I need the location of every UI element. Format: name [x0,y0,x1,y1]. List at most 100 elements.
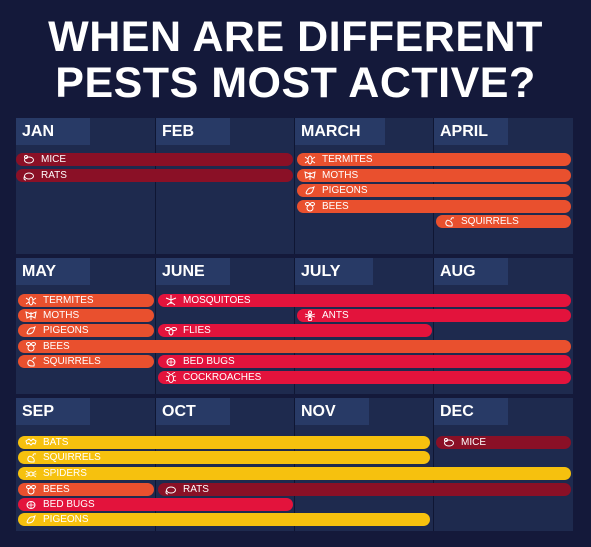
month-cell: AUG [434,258,573,394]
pest-label: MICE [41,154,66,165]
bee-icon [304,201,316,212]
pest-bar: MOSQUITOES [158,294,571,307]
month-cell: DEC [434,398,573,531]
squirrel-icon [443,216,455,227]
pest-label: MICE [461,437,486,448]
calendar-row-2: MAY JUNE JULY AUG TERMITES MOTHS PIGEONS… [16,258,573,394]
pest-bar: PIGEONS [297,184,571,197]
pest-bar: ANTS [297,309,571,322]
mouse-icon [23,154,35,165]
pest-label: SQUIRRELS [461,216,519,227]
mouse-icon [443,437,455,448]
title-line-2: PESTS MOST ACTIVE? [55,59,536,107]
pest-label: RATS [41,170,67,181]
calendar-row-1: JAN FEB MARCH APRIL MICE RATS TERMITES M… [16,118,573,254]
pest-label: BEES [43,341,70,352]
month-label: DEC [434,398,508,425]
pest-label: BED BUGS [183,356,235,367]
fly-icon [165,325,177,336]
squirrel-icon [25,452,37,463]
moth-icon [25,310,37,321]
pest-bar: BED BUGS [158,355,571,368]
pest-bar: PIGEONS [18,513,430,526]
pest-label: TERMITES [322,154,373,165]
pest-bar: SQUIRRELS [18,451,430,464]
pest-label: BED BUGS [43,499,95,510]
pest-bar: SQUIRRELS [436,215,571,228]
pest-label: SQUIRRELS [43,356,101,367]
pest-bar: RATS [158,483,571,496]
bee-icon [25,484,37,495]
rat-icon [23,170,35,181]
month-cell: MARCH [295,118,434,254]
spider-icon [25,468,37,479]
month-label: JULY [295,258,373,285]
pigeon-icon [25,514,37,525]
mosquito-icon [165,295,177,306]
pest-bar: MICE [436,436,571,449]
calendar-row-3: SEP OCT NOV DEC BATS SQUIRRELS SPIDERS B… [16,398,573,531]
month-label: JAN [16,118,90,145]
pest-label: BEES [322,201,349,212]
termite-icon [25,295,37,306]
rat-icon [165,484,177,495]
pest-bar: FLIES [158,324,432,337]
month-label: APRIL [434,118,508,145]
month-cell: MAY [16,258,156,394]
pest-bar: PIGEONS [18,324,154,337]
pest-label: FLIES [183,325,211,336]
bee-icon [25,341,37,352]
month-cell: FEB [156,118,295,254]
bed-bug-icon [25,499,37,510]
pest-label: RATS [183,484,209,495]
pest-bar: SPIDERS [18,467,571,480]
pest-bar: BATS [18,436,430,449]
cockroach-icon [165,372,177,383]
month-label: FEB [156,118,230,145]
pest-bar: TERMITES [297,153,571,166]
pest-label: MOTHS [43,310,80,321]
pest-bar: BEES [18,483,154,496]
pest-bar: MOTHS [18,309,154,322]
pest-bar: TERMITES [18,294,154,307]
pest-bar: BED BUGS [18,498,293,511]
ant-icon [304,310,316,321]
pest-bar: BEES [18,340,571,353]
pest-label: BATS [43,437,69,448]
bed-bug-icon [165,356,177,367]
termite-icon [304,154,316,165]
pigeon-icon [25,325,37,336]
squirrel-icon [25,356,37,367]
pest-bar: BEES [297,200,571,213]
pest-label: ANTS [322,310,349,321]
month-label: NOV [295,398,369,425]
pest-label: PIGEONS [322,185,368,196]
pest-bar: SQUIRRELS [18,355,154,368]
month-label: JUNE [156,258,230,285]
month-label: MAY [16,258,90,285]
moth-icon [304,170,316,181]
pest-label: COCKROACHES [183,372,262,383]
pest-label: MOTHS [322,170,359,181]
month-cell: APRIL [434,118,573,254]
pest-bar: RATS [16,169,293,182]
pest-label: MOSQUITOES [183,295,251,306]
month-cell: JULY [295,258,434,394]
month-label: SEP [16,398,90,425]
pigeon-icon [304,185,316,196]
month-label: MARCH [295,118,385,145]
pest-label: SQUIRRELS [43,452,101,463]
month-label: AUG [434,258,508,285]
month-cell: OCT [156,398,295,531]
bat-icon [25,437,37,448]
title-line-1: WHEN ARE DIFFERENT [48,13,543,61]
month-cell: SEP [16,398,156,531]
pest-label: BEES [43,484,70,495]
pest-label: SPIDERS [43,468,87,479]
pest-label: TERMITES [43,295,94,306]
pest-bar: COCKROACHES [158,371,571,384]
pest-label: PIGEONS [43,325,89,336]
month-label: OCT [156,398,230,425]
pest-bar: MOTHS [297,169,571,182]
